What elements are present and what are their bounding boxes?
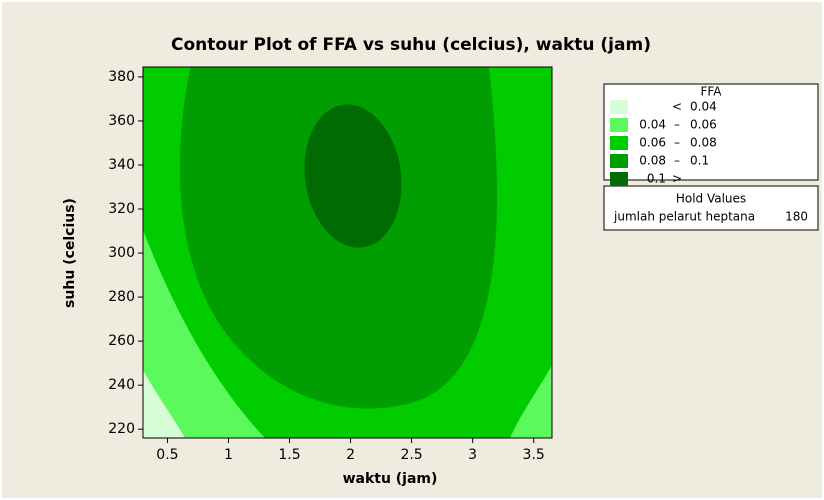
x-tick-label: 1 bbox=[224, 447, 233, 463]
y-axis-label: suhu (celcius) bbox=[62, 198, 78, 308]
region bbox=[304, 104, 402, 248]
legend-swatch bbox=[610, 136, 628, 150]
legend-symbol: > bbox=[672, 172, 682, 186]
legend-symbol: – bbox=[674, 154, 680, 168]
legend-swatch bbox=[610, 154, 628, 168]
legend-swatch bbox=[610, 172, 628, 186]
legend-title: FFA bbox=[701, 85, 723, 99]
x-tick-label: 0.5 bbox=[156, 447, 178, 463]
x-axis-label: waktu (jam) bbox=[343, 471, 438, 487]
legend-low: 0.06 bbox=[639, 136, 666, 150]
legend-low: 0.08 bbox=[639, 154, 666, 168]
y-tick-label: 260 bbox=[108, 333, 135, 349]
x-tick-label: 3.5 bbox=[523, 447, 545, 463]
hold-title: Hold Values bbox=[676, 192, 746, 206]
legend-symbol: – bbox=[674, 118, 680, 132]
plot-border bbox=[142, 66, 553, 439]
chart-title: Contour Plot of FFA vs suhu (celcius), w… bbox=[171, 35, 651, 55]
legend-swatch bbox=[610, 118, 628, 132]
region bbox=[510, 365, 552, 438]
y-tick-label: 240 bbox=[108, 377, 135, 393]
hold-box bbox=[603, 185, 819, 231]
legend-high: 0.06 bbox=[690, 118, 717, 132]
x-tick-label: 2.5 bbox=[400, 447, 422, 463]
region bbox=[143, 370, 185, 438]
contour bbox=[143, 67, 552, 438]
legend-symbol: < bbox=[672, 100, 682, 114]
legend-high: 0.04 bbox=[690, 100, 717, 114]
y-tick-label: 220 bbox=[108, 421, 135, 437]
x-tick-label: 1.5 bbox=[278, 447, 300, 463]
legend-low: 0.1 bbox=[647, 172, 666, 186]
legend-low: 0.04 bbox=[639, 118, 666, 132]
x-tick-label: 3 bbox=[468, 447, 477, 463]
x-tick-label: 2 bbox=[346, 447, 355, 463]
legend-swatch bbox=[610, 100, 628, 114]
legend-box bbox=[603, 83, 819, 181]
hold-value: 180 bbox=[785, 210, 808, 224]
hold-name: jumlah pelarut heptana bbox=[613, 210, 755, 224]
y-tick-label: 280 bbox=[108, 289, 135, 305]
y-tick-label: 300 bbox=[108, 245, 135, 261]
legend-symbol: – bbox=[674, 136, 680, 150]
legend-high: 0.08 bbox=[690, 136, 717, 150]
y-tick-label: 340 bbox=[108, 157, 135, 173]
legend-high: 0.1 bbox=[690, 154, 709, 168]
y-tick-label: 380 bbox=[108, 69, 135, 85]
region bbox=[143, 230, 265, 438]
y-tick-label: 320 bbox=[108, 201, 135, 217]
y-tick-label: 360 bbox=[108, 113, 135, 129]
